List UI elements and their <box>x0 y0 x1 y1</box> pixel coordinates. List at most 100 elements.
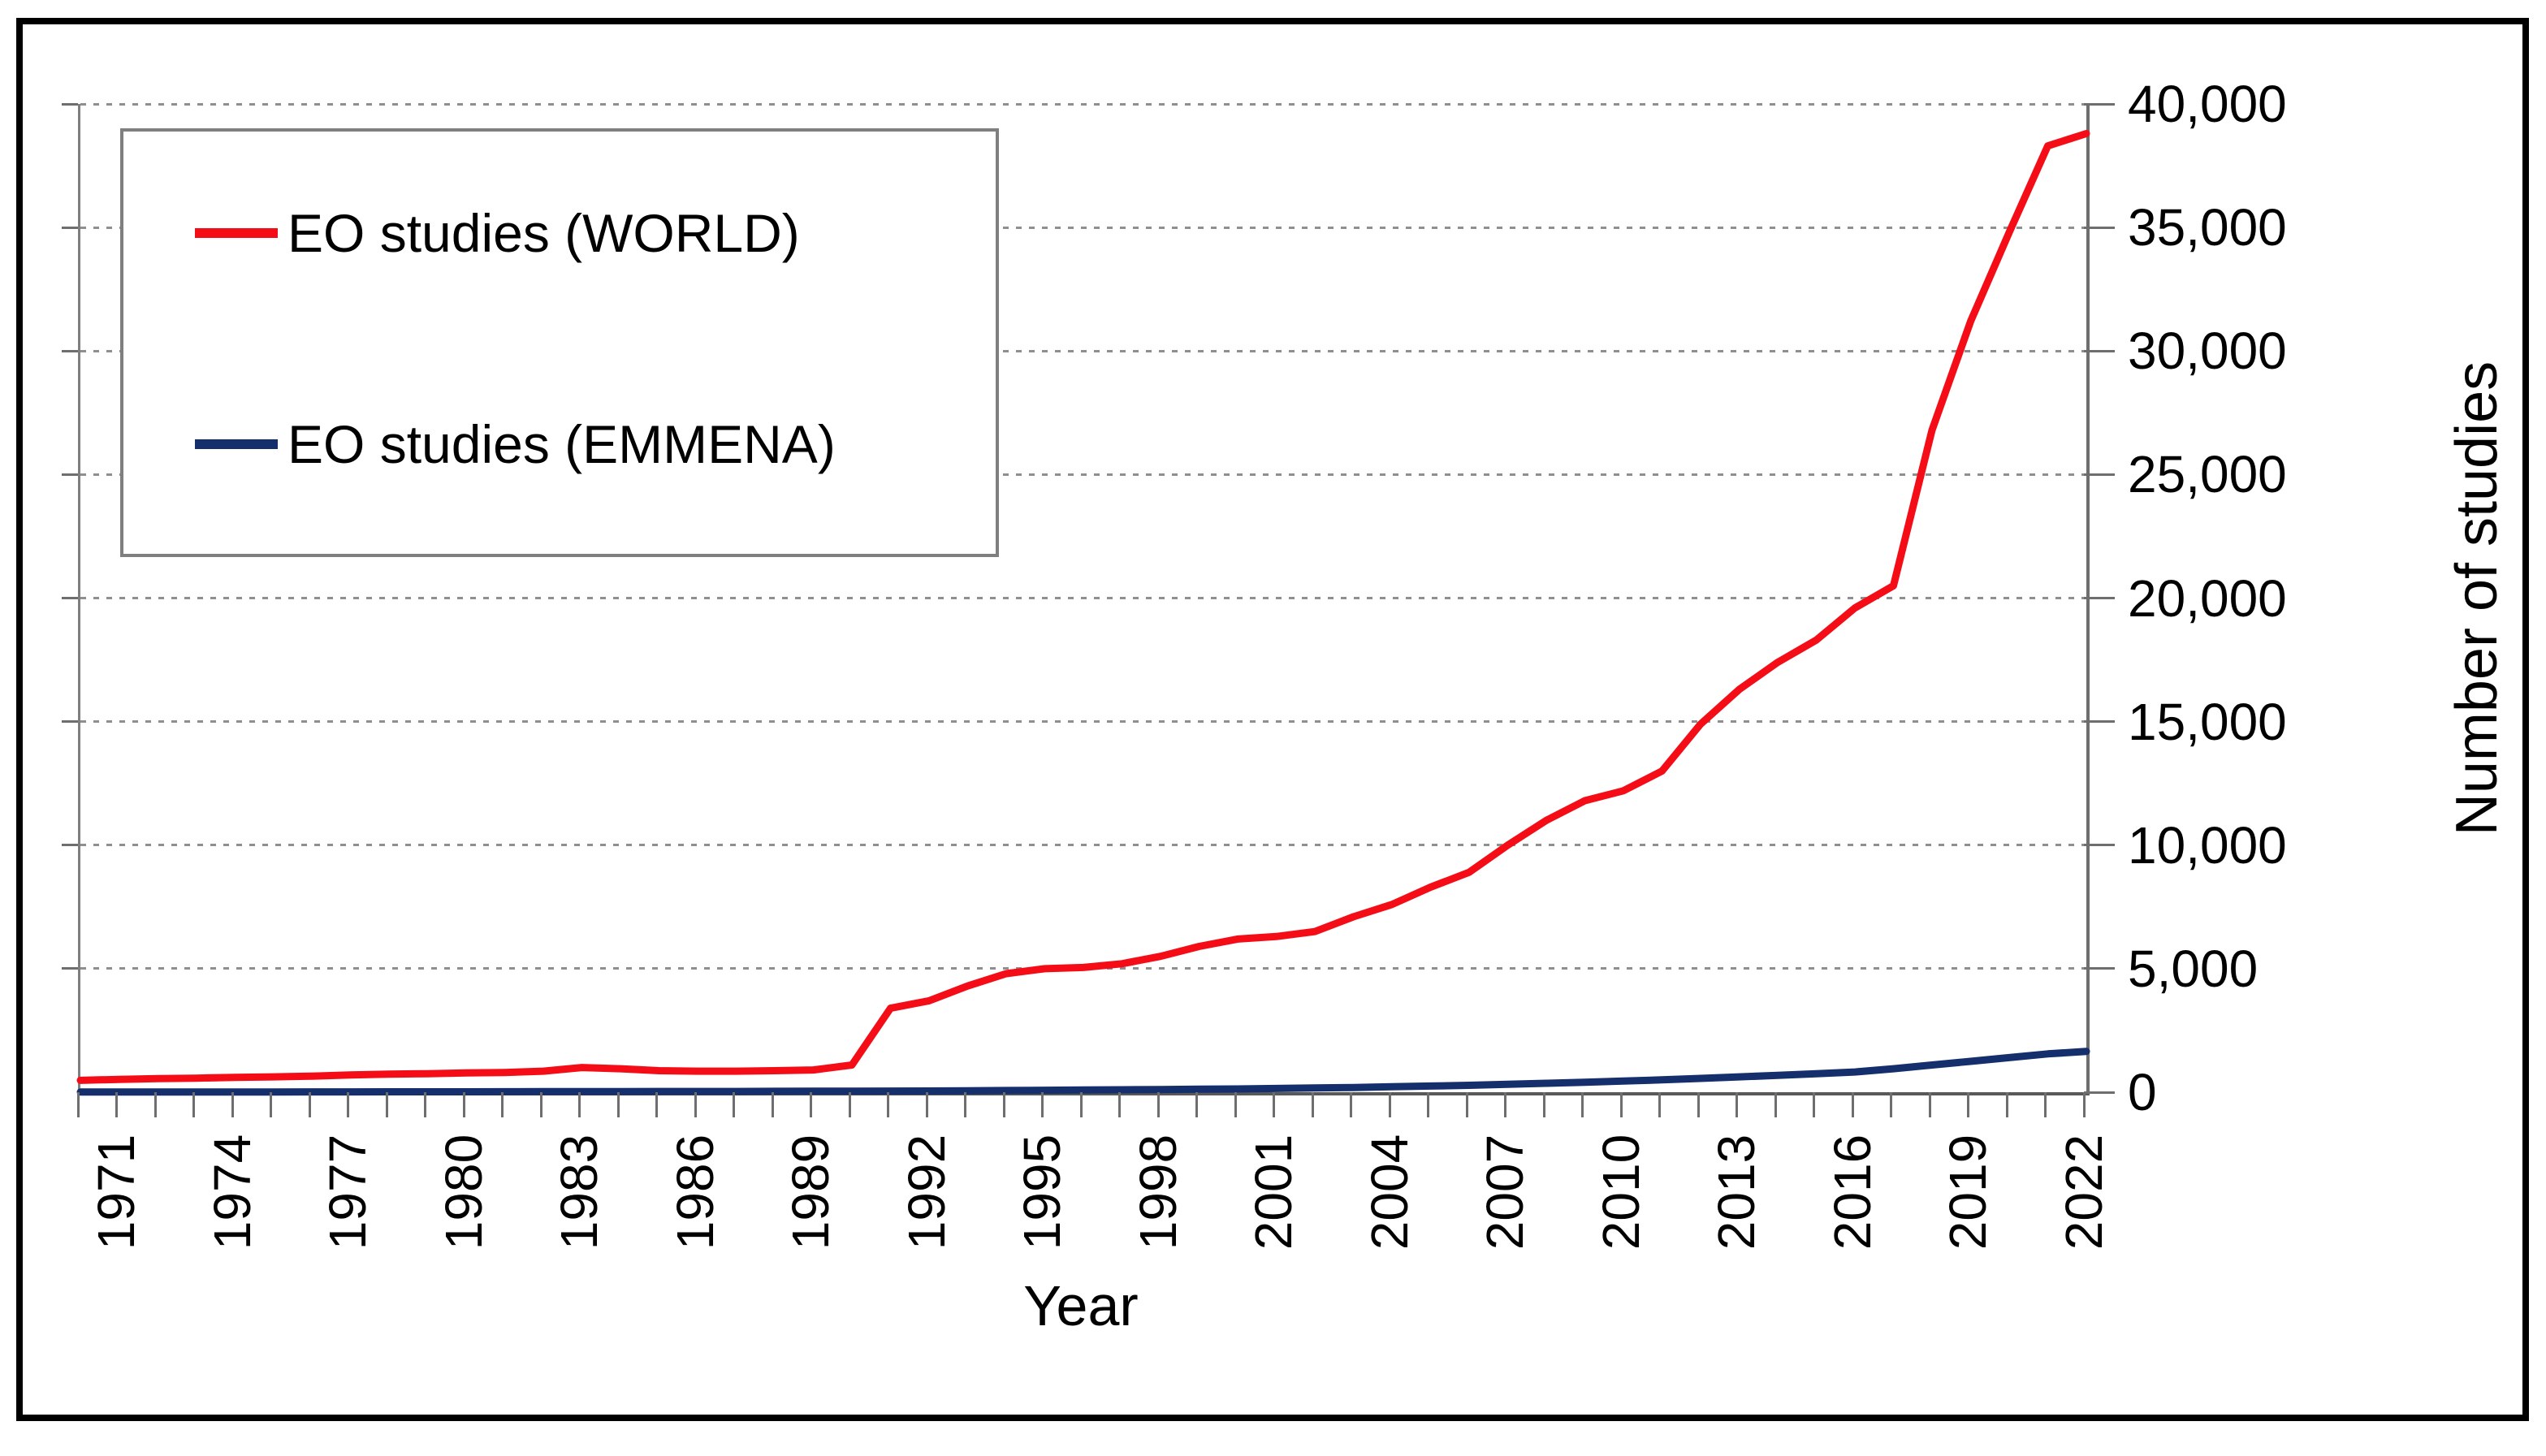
x-tick <box>153 1092 157 1117</box>
x-tick <box>1774 1092 1777 1117</box>
y-tick-right <box>2084 226 2115 229</box>
y-tick-left <box>62 473 78 476</box>
x-tick-label: 1974 <box>203 1134 262 1251</box>
y-tick-left <box>62 720 78 724</box>
y-tick-label: 25,000 <box>2128 445 2287 504</box>
x-tick-label: 1998 <box>1129 1134 1187 1251</box>
x-tick <box>733 1092 735 1117</box>
legend-label-emmena: EO studies (EMMENA) <box>287 414 836 474</box>
x-tick <box>1619 1092 1623 1117</box>
x-tick <box>231 1092 234 1117</box>
gridline <box>80 720 2086 724</box>
x-tick <box>385 1092 388 1117</box>
y-tick-right <box>2084 844 2115 847</box>
x-tick <box>578 1092 581 1117</box>
legend-item-world: EO studies (WORLD) <box>123 192 996 274</box>
x-tick <box>1273 1092 1275 1117</box>
gridline <box>80 597 2086 599</box>
x-tick <box>1928 1092 1931 1117</box>
emmena-line-swatch <box>195 439 278 449</box>
x-tick <box>308 1092 311 1117</box>
y-tick-label: 15,000 <box>2128 692 2287 751</box>
x-tick-label: 2004 <box>1360 1134 1419 1251</box>
x-tick <box>1736 1092 1738 1117</box>
x-tick <box>616 1092 620 1117</box>
x-tick <box>462 1092 465 1117</box>
x-tick <box>1542 1092 1545 1117</box>
x-tick <box>1234 1092 1237 1117</box>
x-tick <box>1118 1092 1121 1117</box>
x-tick-label: 1992 <box>897 1134 956 1251</box>
y-tick-right <box>2084 473 2115 476</box>
x-tick-label: 2016 <box>1823 1134 1882 1251</box>
x-tick <box>1350 1092 1352 1117</box>
y-tick-left <box>62 349 78 352</box>
x-tick-label: 2007 <box>1476 1134 1535 1251</box>
x-tick <box>1465 1092 1468 1117</box>
x-tick <box>1658 1092 1661 1117</box>
x-tick-label: 1980 <box>434 1134 493 1251</box>
x-tick <box>1890 1092 1892 1117</box>
x-tick <box>1504 1092 1506 1117</box>
world-line-swatch <box>195 228 278 238</box>
x-tick <box>655 1092 658 1117</box>
y-tick-label: 30,000 <box>2128 322 2287 381</box>
x-tick-label: 2001 <box>1244 1134 1303 1251</box>
x-tick-label: 1986 <box>666 1134 724 1251</box>
x-tick <box>1388 1092 1391 1117</box>
x-tick <box>270 1092 272 1117</box>
x-tick-label: 2013 <box>1707 1134 1766 1251</box>
x-tick <box>964 1092 966 1117</box>
x-tick-label: 1971 <box>87 1134 146 1251</box>
x-tick <box>1079 1092 1083 1117</box>
world-line <box>76 130 2090 1084</box>
gridline <box>80 226 2086 229</box>
y-tick-left <box>62 844 78 847</box>
y-tick-right <box>2084 720 2115 724</box>
y-tick-right <box>2084 597 2115 599</box>
x-tick-label: 1977 <box>318 1134 378 1251</box>
gridline <box>80 102 2086 106</box>
x-tick <box>115 1092 118 1117</box>
y-tick-label: 5,000 <box>2128 939 2259 998</box>
x-tick <box>1195 1092 1198 1117</box>
emmena-line <box>76 1048 2090 1096</box>
plot-area <box>76 102 2090 1096</box>
x-tick <box>501 1092 504 1117</box>
y-tick-label: 10,000 <box>2128 815 2287 875</box>
x-tick <box>1967 1092 1969 1117</box>
x-tick <box>539 1092 542 1117</box>
y-tick-label: 40,000 <box>2128 75 2287 133</box>
x-tick <box>1156 1092 1160 1117</box>
x-tick-label: 2022 <box>2055 1134 2113 1251</box>
y-tick-right <box>2084 102 2115 106</box>
legend-label-world: EO studies (WORLD) <box>287 203 800 263</box>
x-tick <box>1311 1092 1314 1117</box>
y-tick-left <box>62 226 78 229</box>
x-tick-label: 2010 <box>1592 1134 1650 1251</box>
x-tick <box>192 1092 195 1117</box>
y-tick-left <box>62 102 78 106</box>
x-tick <box>1851 1092 1854 1117</box>
legend: EO studies (WORLD) EO studies (EMMENA) <box>120 128 999 557</box>
y-tick-right <box>2084 1091 2115 1094</box>
y-tick-right <box>2084 967 2115 970</box>
x-tick <box>1041 1092 1044 1117</box>
x-tick-label: 1995 <box>1013 1134 1072 1251</box>
x-tick <box>424 1092 426 1117</box>
x-tick <box>925 1092 928 1117</box>
gridline <box>80 473 2086 476</box>
x-tick <box>694 1092 697 1117</box>
y-tick-right <box>2084 349 2115 352</box>
y-tick-label: 0 <box>2128 1063 2157 1121</box>
x-tick <box>2082 1092 2086 1117</box>
y-tick-label: 20,000 <box>2128 568 2287 628</box>
x-tick-label: 2019 <box>1939 1134 1998 1251</box>
gridline <box>80 844 2086 847</box>
y-axis-title: Number of studies <box>2444 361 2510 836</box>
x-tick-label: 1989 <box>781 1134 841 1251</box>
x-tick <box>76 1092 80 1117</box>
x-tick <box>2005 1092 2008 1117</box>
x-tick <box>2044 1092 2047 1117</box>
